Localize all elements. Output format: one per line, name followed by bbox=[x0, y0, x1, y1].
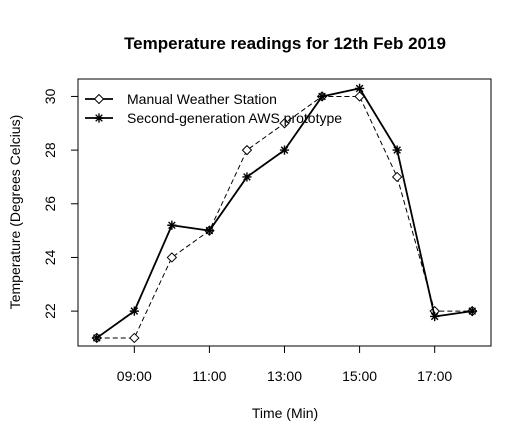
data-point bbox=[430, 311, 440, 322]
y-tick-label: 24 bbox=[42, 249, 58, 265]
y-tick-label: 22 bbox=[42, 303, 58, 319]
data-point bbox=[129, 332, 140, 344]
series-manual bbox=[91, 91, 478, 344]
chart-title: Temperature readings for 12th Feb 2019 bbox=[124, 34, 446, 53]
data-point bbox=[166, 252, 178, 263]
data-point bbox=[467, 306, 477, 316]
legend-asterisk-marker bbox=[94, 113, 104, 123]
x-tick-label: 17:00 bbox=[417, 368, 452, 384]
y-tick-label: 30 bbox=[42, 88, 58, 104]
legend-label-aws: Second-generation AWS prototype bbox=[127, 110, 342, 126]
data-point bbox=[392, 145, 402, 155]
series-line bbox=[96, 95, 473, 339]
series-layer bbox=[91, 83, 478, 344]
data-point bbox=[167, 220, 177, 230]
data-point bbox=[354, 83, 365, 93]
data-point bbox=[92, 333, 102, 343]
legend-diamond-marker bbox=[93, 93, 105, 105]
y-tick-label: 26 bbox=[42, 196, 58, 212]
x-tick-label: 09:00 bbox=[117, 368, 152, 384]
data-point bbox=[279, 145, 290, 155]
x-axis-label: Time (Min) bbox=[252, 405, 318, 421]
data-point bbox=[391, 171, 403, 183]
x-tick-label: 11:00 bbox=[192, 368, 226, 384]
legend: Manual Weather Station Second-generation… bbox=[85, 91, 342, 126]
data-point bbox=[204, 226, 215, 236]
data-point bbox=[241, 144, 253, 156]
data-point bbox=[279, 118, 290, 129]
data-point bbox=[129, 306, 139, 316]
y-tick-label: 28 bbox=[42, 142, 58, 158]
y-axis: 22 24 26 28 30 bbox=[42, 88, 79, 319]
data-point bbox=[317, 91, 327, 102]
x-axis: 09:00 11:00 13:00 15:00 17:00 bbox=[117, 345, 452, 384]
y-axis-label: Temperature (Degrees Celcius) bbox=[7, 115, 23, 310]
x-tick-label: 13:00 bbox=[267, 368, 302, 384]
legend-label-manual: Manual Weather Station bbox=[127, 91, 277, 107]
legend-marker-manual bbox=[93, 93, 105, 105]
legend-marker-aws bbox=[94, 113, 104, 123]
series-aws bbox=[92, 83, 477, 343]
x-tick-label: 15:00 bbox=[342, 368, 377, 384]
data-point bbox=[242, 172, 252, 182]
